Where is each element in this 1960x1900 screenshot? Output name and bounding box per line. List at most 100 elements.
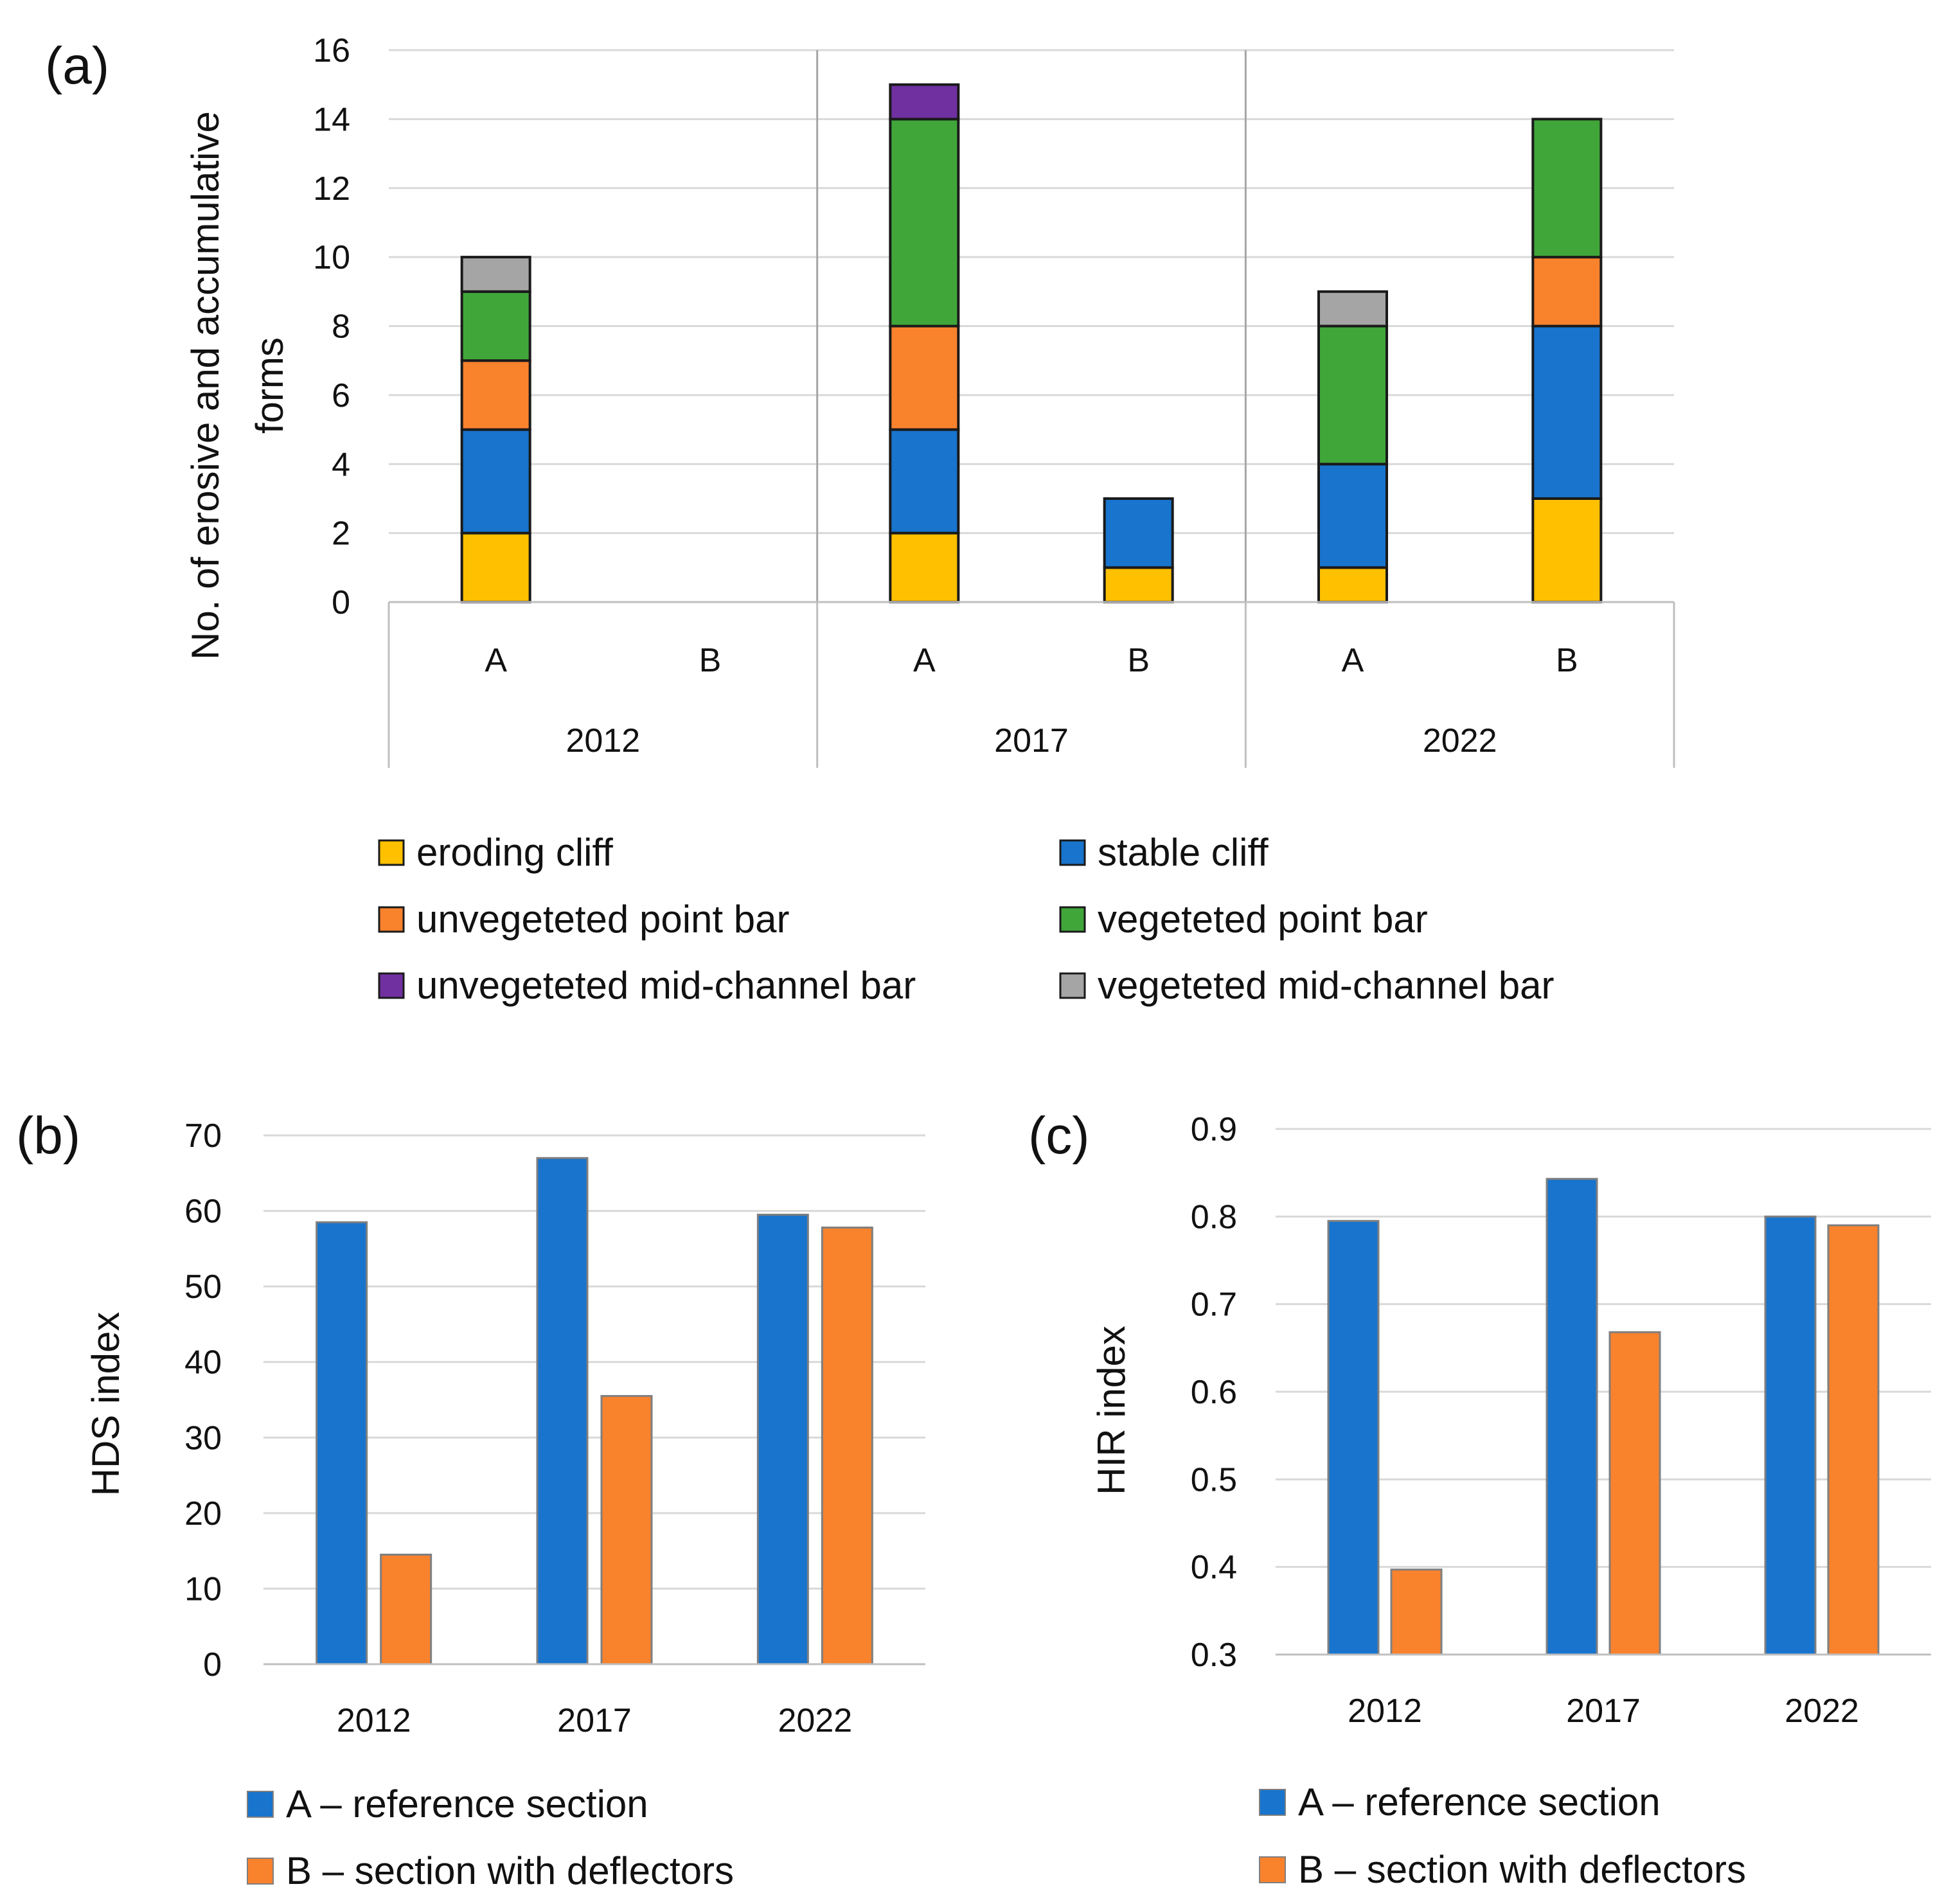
chart-c-legend: A – reference section B – section with de… (1259, 1780, 1746, 1891)
bar-segment-stable-cliff (1103, 497, 1174, 569)
y-tick-label: 0.3 (1191, 1637, 1237, 1674)
legend-label-eroding-cliff: eroding cliff (416, 831, 613, 874)
legend-label-vegetated-point-bar: vegeteted point bar (1098, 898, 1428, 941)
legend-label-vegetated-mid-channel-bar: vegeteted mid-channel bar (1098, 964, 1554, 1007)
chart-c-bars (1327, 1178, 1880, 1656)
x-category-label: A (485, 642, 507, 679)
chart-b-xaxis: 2012 2017 2022 (263, 1663, 925, 1739)
bar-segment-eroding-cliff (1531, 497, 1603, 603)
legend-label-unvegetated-mid-channel-bar: unvegeteted mid-channel bar (416, 964, 916, 1007)
legend-swatch-series-a (1259, 1789, 1286, 1816)
chart-c-yticks: 0.3 0.4 0.5 0.6 0.7 0.8 0.9 (1191, 1111, 1237, 1674)
chart-a-ylabel-line1: No. of erosive and accumulative (184, 111, 227, 660)
bar-segment-unvegetated-point-bar (889, 324, 960, 431)
chart-a-gridlines (389, 49, 1674, 603)
y-tick-label: 0 (203, 1646, 222, 1683)
x-category-label: A (913, 642, 936, 679)
y-tick-label: 30 (184, 1419, 222, 1457)
y-tick-label: 0.9 (1191, 1111, 1237, 1148)
legend-swatch-series-b (247, 1858, 274, 1885)
legend-swatch-series-a (247, 1791, 274, 1818)
legend-label-stable-cliff: stable cliff (1098, 831, 1269, 874)
x-category-label: 2022 (1785, 1692, 1859, 1730)
x-category-label: B (1556, 642, 1578, 679)
legend-swatch-unvegetated-point-bar (378, 906, 405, 933)
legend-label-series-a: A – reference section (1298, 1780, 1661, 1824)
panel-a-label: (a) (45, 37, 109, 95)
x-group-label: 2022 (1423, 722, 1497, 759)
bar-segment-vegetated-point-bar (889, 118, 960, 328)
chart-b-bars (316, 1157, 873, 1665)
bar-series-a (756, 1213, 809, 1665)
y-tick-label: 0.4 (1191, 1549, 1237, 1586)
chart-a-ylabel-line2: forms (248, 337, 291, 434)
legend-label-series-b: B – section with deflectors (286, 1849, 734, 1892)
bar-segment-vegetated-point-bar (1317, 324, 1388, 466)
x-category-label: 2012 (337, 1702, 411, 1739)
bar-segment-stable-cliff (889, 428, 960, 535)
x-group-label: 2017 (994, 722, 1069, 759)
chart-a: (a) No. of erosive and accumulative form… (45, 32, 1675, 1007)
legend-swatch-series-b (1259, 1856, 1286, 1883)
y-tick-label: 12 (313, 170, 350, 208)
y-tick-label: 60 (184, 1193, 222, 1230)
bar-series-a (1327, 1220, 1380, 1656)
chart-c-xaxis: 2012 2017 2022 (1276, 1653, 1931, 1730)
x-category-label: 2022 (778, 1702, 852, 1739)
chart-b-yticks: 0 10 20 30 40 50 60 70 (184, 1117, 222, 1683)
bar-series-a (1764, 1215, 1817, 1656)
chart-b-legend: A – reference section B – section with de… (247, 1782, 734, 1892)
x-category-label: B (1127, 642, 1150, 679)
chart-c-ylabel: HIR index (1090, 1326, 1133, 1495)
bar-series-a (316, 1221, 368, 1665)
y-tick-label: 0.5 (1191, 1461, 1237, 1498)
y-tick-label: 20 (184, 1495, 222, 1532)
y-tick-label: 8 (332, 308, 350, 346)
x-category-label: A (1342, 642, 1364, 679)
legend-swatch-unvegetated-mid-channel-bar (378, 972, 405, 999)
chart-a-xaxis: A B A B A B 2012 2017 2022 (388, 601, 1675, 768)
chart-a-legend: eroding cliff stable cliff unvegeteted poi… (378, 831, 1554, 1007)
y-tick-label: 40 (184, 1344, 222, 1381)
x-category-label: 2012 (1348, 1692, 1422, 1730)
chart-c-gridlines (1276, 1128, 1931, 1656)
bar-segment-eroding-cliff (460, 531, 531, 603)
bar-segment-unvegetated-mid-channel-bar (889, 83, 960, 121)
x-category-label: 2017 (557, 1702, 632, 1739)
bar-series-b (1827, 1224, 1880, 1656)
legend-label-series-a: A – reference section (286, 1782, 648, 1825)
bar-segment-vegetated-point-bar (1531, 118, 1603, 259)
y-tick-label: 70 (184, 1117, 222, 1155)
bar-segment-eroding-cliff (889, 531, 960, 603)
y-tick-label: 10 (184, 1570, 222, 1608)
y-tick-label: 0 (332, 584, 350, 621)
y-tick-label: 0.8 (1191, 1198, 1237, 1236)
bar-series-b (380, 1554, 432, 1665)
y-tick-label: 4 (332, 446, 350, 483)
bar-segment-vegetated-mid-channel-bar (1317, 290, 1388, 328)
legend-swatch-vegetated-mid-channel-bar (1059, 972, 1086, 999)
chart-a-yticks: 0 2 4 6 8 10 12 14 16 (313, 32, 350, 621)
legend-label-series-b: B – section with deflectors (1298, 1848, 1746, 1891)
bar-series-a (1546, 1178, 1598, 1656)
bar-series-b (600, 1395, 653, 1665)
bar-segment-vegetated-mid-channel-bar (460, 256, 531, 293)
x-category-label: 2017 (1566, 1692, 1641, 1730)
bar-segment-unvegetated-point-bar (1531, 256, 1603, 328)
chart-c: (c) HIR index 0.3 0.4 0.5 0.6 0.7 0.8 0.9 2012… (1028, 1106, 1931, 1891)
chart-a-bars (460, 83, 1603, 603)
bar-segment-stable-cliff (1317, 463, 1388, 569)
legend-label-unvegetated-point-bar: unvegeteted point bar (416, 898, 789, 941)
y-tick-label: 50 (184, 1268, 222, 1306)
y-tick-label: 2 (332, 515, 350, 553)
bar-series-b (1390, 1568, 1443, 1656)
bar-segment-stable-cliff (1531, 324, 1603, 500)
bar-segment-stable-cliff (460, 428, 531, 535)
y-tick-label: 0.6 (1191, 1374, 1237, 1411)
bar-series-b (1608, 1331, 1661, 1656)
chart-b-ylabel: HDS index (84, 1312, 127, 1496)
bar-series-a (536, 1157, 589, 1665)
bar-segment-vegetated-point-bar (460, 290, 531, 362)
